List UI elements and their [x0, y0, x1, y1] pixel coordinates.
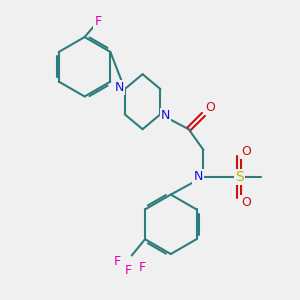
Text: N: N — [115, 81, 124, 94]
Text: F: F — [94, 15, 101, 28]
Text: O: O — [241, 196, 250, 208]
Text: O: O — [205, 101, 215, 114]
Text: N: N — [161, 109, 170, 122]
Text: F: F — [113, 255, 120, 268]
Text: O: O — [241, 145, 250, 158]
Text: N: N — [194, 170, 203, 183]
Text: F: F — [139, 262, 146, 275]
Text: S: S — [235, 170, 244, 184]
Text: F: F — [125, 265, 132, 278]
